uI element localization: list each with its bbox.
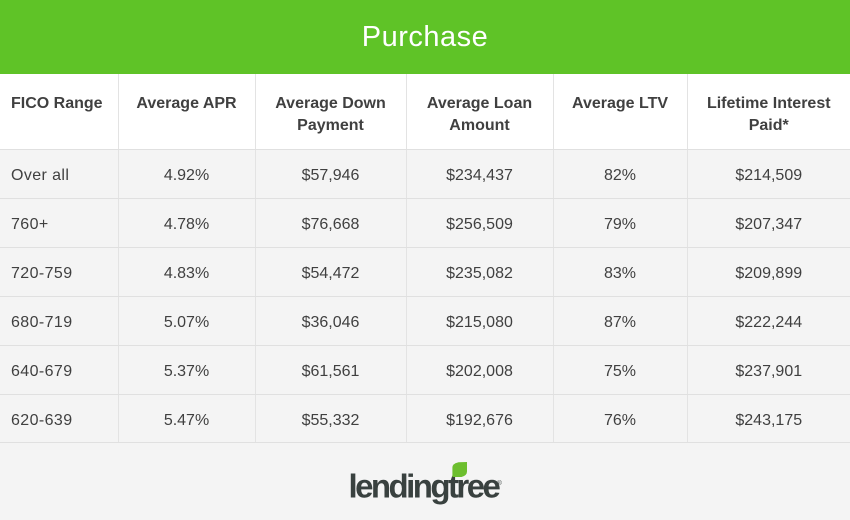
svg-text:®: ® (497, 479, 502, 487)
svg-text:lendingtree: lendingtree (349, 468, 501, 505)
